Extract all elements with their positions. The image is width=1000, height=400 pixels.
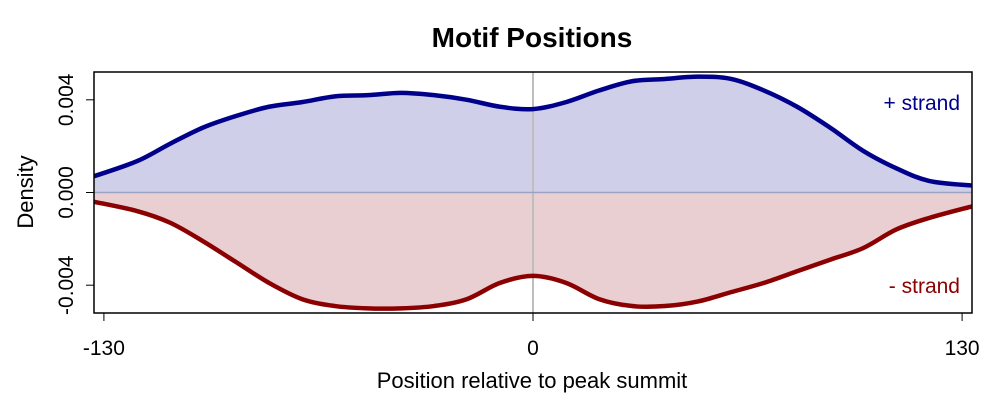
series-line-0 <box>93 74 973 188</box>
x-tick-label: 0 <box>527 337 539 360</box>
legend-minus-strand: - strand <box>889 275 960 298</box>
x-tick-label: -130 <box>83 337 125 360</box>
series-line-1 <box>93 199 973 311</box>
chart-title: Motif Positions <box>432 22 633 53</box>
y-axis-label: Density <box>13 155 38 228</box>
x-axis: -130 0 130 <box>83 313 980 360</box>
plot-area <box>93 72 973 313</box>
x-tick-label: 130 <box>945 337 980 360</box>
x-axis-label: Position relative to peak summit <box>377 368 688 393</box>
y-tick-label: 0.004 <box>55 73 78 126</box>
y-tick-label: -0.004 <box>55 255 78 315</box>
legend-plus-strand: + strand <box>884 92 960 115</box>
y-tick-label: 0.000 <box>55 166 78 219</box>
y-axis: -0.004 0.000 0.004 <box>55 73 94 315</box>
